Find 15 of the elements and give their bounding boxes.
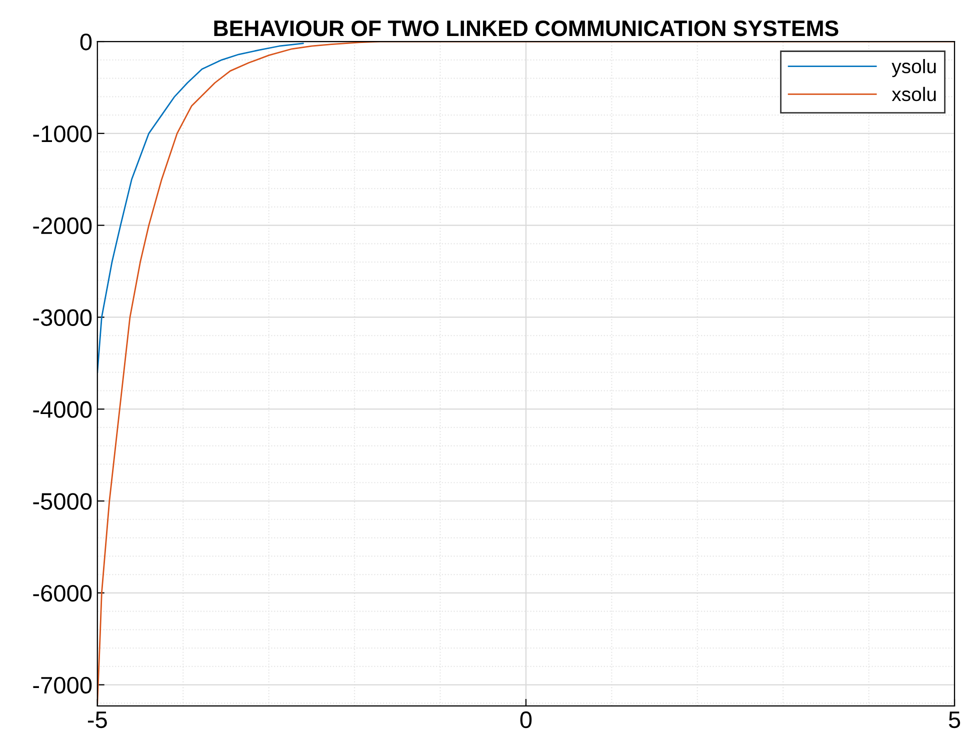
x-tick-label: 5 bbox=[948, 712, 960, 728]
y-tick-label: -7000 bbox=[33, 676, 92, 694]
y-tick-label: -1000 bbox=[33, 125, 92, 142]
y-tick-label: -5000 bbox=[33, 493, 92, 510]
x-tick-label: -5 bbox=[88, 712, 107, 728]
chart-title: BEHAVIOUR OF TWO LINKED COMMUNICATION SYSTEMS bbox=[214, 20, 838, 36]
y-tick-label: -6000 bbox=[33, 584, 92, 602]
y-tick-label: 0 bbox=[80, 34, 92, 50]
y-tick-label: -4000 bbox=[33, 401, 92, 418]
y-tick-label: -3000 bbox=[33, 309, 92, 326]
line-series bbox=[97, 42, 304, 374]
x-tick-label: 0 bbox=[520, 711, 532, 728]
legend-label: xsolu bbox=[892, 86, 936, 102]
y-tick-label: -2000 bbox=[33, 217, 92, 234]
legend-label: ysolu bbox=[892, 59, 936, 78]
